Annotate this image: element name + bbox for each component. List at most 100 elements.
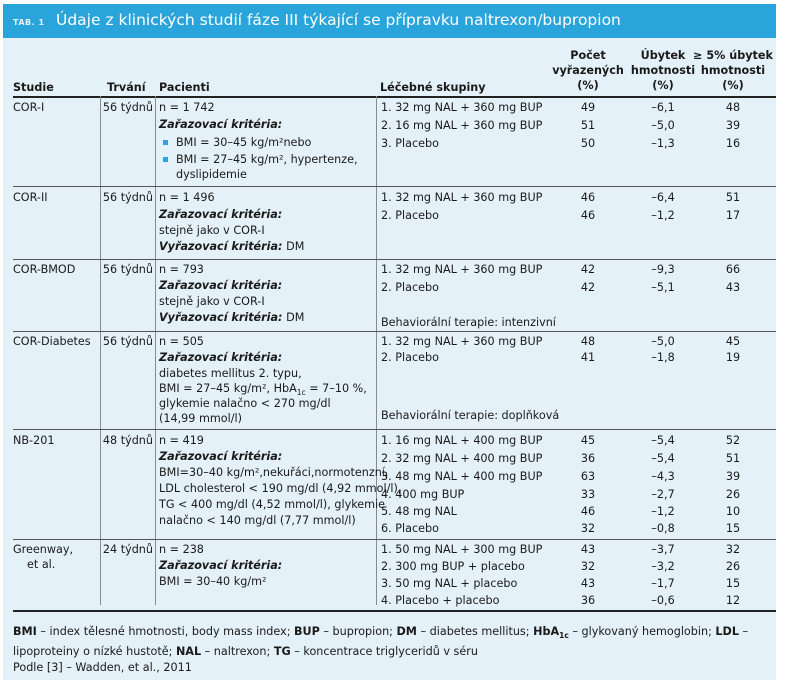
- criteria-text: stejně jako v COR-I: [159, 295, 265, 308]
- group: 2. Placebo: [381, 351, 439, 364]
- pet-procent: 12: [725, 594, 741, 607]
- vyrazenych: 32: [580, 522, 596, 535]
- abbr-ldl-text: – lipoproteiny o nízké hustotě;: [13, 625, 749, 659]
- criteria-text-part: = 7–10 %,: [305, 382, 367, 395]
- therapy-note: Behaviorální terapie: doplňková: [381, 409, 560, 422]
- abbr-tg-text: – koncentrace triglyceridů v séru: [290, 645, 478, 659]
- ubytek: –9,3: [651, 263, 675, 276]
- col-divider: [100, 96, 101, 605]
- row-studie: COR-II: [13, 191, 48, 204]
- criteria-text: stejně jako v COR-I: [159, 224, 265, 237]
- group: 2. 300 mg BUP + placebo: [381, 560, 525, 573]
- group: 5. 48 mg NAL: [381, 505, 457, 518]
- col-divider: [155, 96, 156, 605]
- row-trvani: 56 týdnů: [102, 263, 153, 276]
- group: 1. 32 mg NAL + 360 mg BUP: [381, 191, 543, 204]
- row-n: n = 1 496: [159, 191, 215, 204]
- row-studie: COR-BMOD: [13, 263, 76, 276]
- vyrazenych: 41: [580, 351, 596, 364]
- pet-procent: 52: [725, 434, 741, 447]
- row-studie: Greenway,: [13, 543, 74, 556]
- ubytek: –1,2: [651, 505, 675, 518]
- vyrazovaci-criteria: Vyřazovací kritéria: DM: [159, 310, 304, 325]
- ubytek: –5,0: [651, 119, 675, 132]
- pet-procent: 43: [725, 281, 741, 294]
- criteria-text: LDL cholesterol < 190 mg/dl (4,92 mmol/l…: [159, 482, 402, 495]
- vyrazenych: 49: [580, 101, 596, 114]
- vyrazenych: 46: [580, 505, 596, 518]
- vyrazenych: 42: [580, 263, 596, 276]
- vyrazovaci-criteria: Vyřazovací kritéria: DM: [159, 239, 304, 254]
- ubytek: –4,3: [651, 470, 675, 483]
- table-header-bar: TAB. 1 Údaje z klinických studií fáze II…: [3, 4, 776, 38]
- vyrazovaci-text: DM: [286, 311, 305, 324]
- row-n: n = 419: [159, 434, 204, 447]
- abbr-bup-text: – bupropion;: [319, 625, 397, 638]
- abbr-dm-text: – diabetes mellitus;: [416, 625, 534, 638]
- ubytek: –1,2: [651, 209, 675, 222]
- abbr-hba: HbA: [533, 625, 560, 638]
- bullet-icon: [163, 156, 168, 162]
- table-title: Údaje z klinických studií fáze III týkaj…: [56, 11, 621, 29]
- row-trvani: 56 týdnů: [102, 101, 153, 114]
- ubytek: –5,0: [651, 335, 675, 348]
- pet-procent: 26: [725, 560, 741, 573]
- ubytek: –0,6: [651, 594, 675, 607]
- vyrazenych: 43: [580, 577, 596, 590]
- group: 1. 16 mg NAL + 400 mg BUP: [381, 434, 543, 447]
- vyrazenych: 63: [580, 470, 596, 483]
- row-divider: [13, 429, 776, 430]
- zarazovaci-label: Zařazovací kritéria:: [159, 279, 283, 292]
- pet-procent: 39: [725, 119, 741, 132]
- criteria-text: nalačno < 140 mg/dl (7,77 mmol/l): [159, 514, 356, 527]
- group: 3. 48 mg NAL + 400 mg BUP: [381, 470, 543, 483]
- ubytek: –5,4: [651, 452, 675, 465]
- pet-procent: 19: [725, 351, 741, 364]
- row-trvani: 56 týdnů: [102, 335, 153, 348]
- abbr-ldl: LDL: [715, 625, 739, 638]
- header-pacienti: Pacienti: [159, 81, 210, 94]
- abbr-hba-text: – glykovaný hemoglobin;: [568, 625, 716, 638]
- abbr-nal: NAL: [175, 645, 202, 659]
- vyrazenych: 50: [580, 137, 596, 150]
- header-ubytek: Úbytek hmotnosti (%): [623, 48, 703, 93]
- zarazovaci-label: Zařazovací kritéria:: [159, 559, 283, 572]
- pet-procent: 51: [725, 452, 741, 465]
- vyrazenych: 32: [580, 560, 596, 573]
- vyrazenych: 33: [580, 488, 596, 501]
- header-ubytek-line2: hmotnosti: [630, 64, 696, 77]
- ubytek: –6,4: [651, 191, 675, 204]
- criteria-text: BMI = 27–45 kg/m², HbA1c = 7–10 %,: [159, 381, 367, 400]
- zarazovaci-label: Zařazovací kritéria:: [159, 208, 283, 221]
- ubytek: –5,4: [651, 434, 675, 447]
- header-studie: Studie: [13, 81, 54, 94]
- criteria-text: BMI=30–40 kg/m²,nekuřáci,normotenzní,: [159, 466, 389, 479]
- therapy-note: Behaviorální terapie: intenzivní: [381, 316, 556, 329]
- group: 4. 400 mg BUP: [381, 488, 465, 501]
- header-trvani: Trvání: [107, 81, 146, 94]
- header-pet-line3: (%): [722, 79, 744, 92]
- vyrazenych: 46: [580, 191, 596, 204]
- group: 6. Placebo: [381, 522, 439, 535]
- ubytek: –6,1: [651, 101, 675, 114]
- pet-procent: 17: [725, 209, 741, 222]
- bullet-icon: [163, 139, 168, 145]
- pet-procent: 16: [725, 137, 741, 150]
- group: 4. Placebo + placebo: [381, 594, 500, 607]
- group: 1. 50 mg NAL + 300 mg BUP: [381, 543, 543, 556]
- row-n: n = 1 742: [159, 101, 215, 114]
- header-pet-line1: ≥ 5% úbytek: [693, 49, 773, 62]
- vyrazenych: 48: [580, 335, 596, 348]
- criteria-text: dyslipidemie: [176, 168, 247, 181]
- pet-procent: 45: [725, 335, 741, 348]
- criteria-bullet: BMI = 27–45 kg/m², hypertenze,: [163, 152, 358, 167]
- pet-procent: 51: [725, 191, 741, 204]
- vyrazenych: 51: [580, 119, 596, 132]
- ubytek: –0,8: [651, 522, 675, 535]
- row-studie: COR-Diabetes: [13, 335, 91, 348]
- pet-procent: 48: [725, 101, 741, 114]
- criteria-bullet: BMI = 30–45 kg/m²nebo: [163, 135, 311, 150]
- table-bottom-rule: [13, 610, 776, 612]
- row-studie: NB-201: [13, 434, 55, 447]
- footnote-source: Podle [3] – Wadden, et al., 2011: [13, 661, 192, 674]
